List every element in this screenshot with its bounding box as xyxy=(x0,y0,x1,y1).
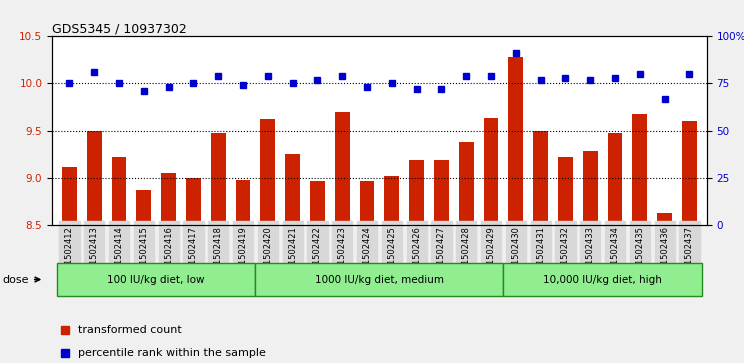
Bar xyxy=(632,114,647,225)
Bar xyxy=(508,57,523,225)
Text: percentile rank within the sample: percentile rank within the sample xyxy=(78,348,266,358)
Bar xyxy=(260,119,275,225)
Bar xyxy=(558,157,573,225)
Text: transformed count: transformed count xyxy=(78,325,182,335)
Bar xyxy=(533,131,548,225)
Bar xyxy=(136,190,151,225)
Text: 10,000 IU/kg diet, high: 10,000 IU/kg diet, high xyxy=(543,274,662,285)
Bar xyxy=(285,154,300,225)
Bar xyxy=(657,213,672,225)
Bar xyxy=(211,132,225,225)
Text: 1000 IU/kg diet, medium: 1000 IU/kg diet, medium xyxy=(315,274,444,285)
Text: dose: dose xyxy=(3,274,39,285)
Bar xyxy=(112,157,126,225)
Bar xyxy=(310,181,325,225)
Bar xyxy=(87,131,102,225)
Bar xyxy=(409,160,424,225)
Bar xyxy=(459,142,474,225)
Bar xyxy=(583,151,597,225)
Text: GDS5345 / 10937302: GDS5345 / 10937302 xyxy=(52,22,187,35)
FancyBboxPatch shape xyxy=(255,263,504,296)
Bar xyxy=(236,180,251,225)
Bar xyxy=(186,178,201,225)
Bar xyxy=(682,121,697,225)
Bar xyxy=(161,173,176,225)
Bar xyxy=(608,132,623,225)
Bar xyxy=(385,176,400,225)
FancyBboxPatch shape xyxy=(57,263,255,296)
Text: 100 IU/kg diet, low: 100 IU/kg diet, low xyxy=(107,274,205,285)
Bar xyxy=(434,160,449,225)
Bar xyxy=(359,181,374,225)
Bar xyxy=(484,118,498,225)
Bar xyxy=(62,167,77,225)
Bar xyxy=(335,112,350,225)
FancyBboxPatch shape xyxy=(504,263,702,296)
